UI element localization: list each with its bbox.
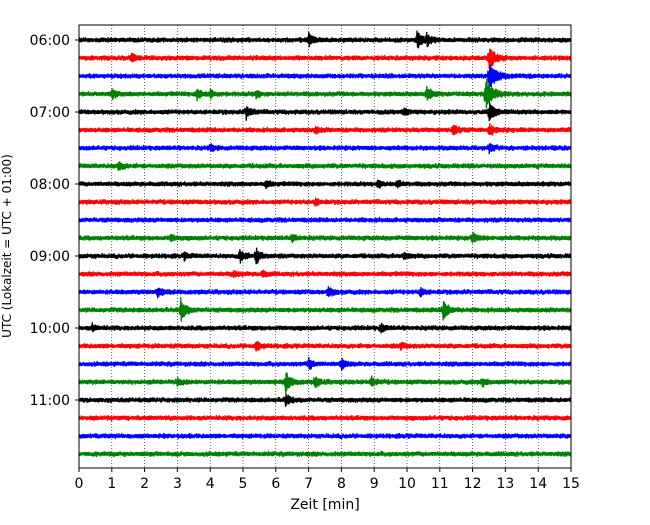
seismic-trace — [78, 247, 572, 265]
y-tick-label: 10:00 — [30, 321, 70, 337]
y-tick-label: 09:00 — [30, 249, 70, 265]
seismic-trace — [78, 393, 572, 407]
x-axis-label: Zeit [min] — [290, 497, 359, 513]
y-tick-label: 11:00 — [30, 393, 70, 409]
y-axis-label: UTC (Lokalzeit = UTC + 01:00) — [0, 154, 14, 338]
x-tick-label: 2 — [140, 476, 149, 492]
seismic-trace — [78, 433, 572, 439]
seismic-trace — [78, 179, 572, 189]
x-tick-label: 1 — [107, 476, 116, 492]
x-tick-label: 8 — [337, 476, 346, 492]
x-tick-label: 9 — [370, 476, 379, 492]
seismic-trace — [78, 64, 572, 89]
seismic-trace — [78, 197, 572, 207]
y-tick-label: 07:00 — [30, 105, 70, 121]
seismic-trace — [78, 30, 572, 49]
y-tick-label: 06:00 — [30, 33, 70, 49]
x-tick-label: 3 — [173, 476, 182, 492]
x-tick-label: 4 — [206, 476, 215, 492]
x-tick-label: 6 — [271, 476, 280, 492]
seismic-trace — [78, 340, 572, 352]
seismic-traces — [78, 30, 572, 457]
seismic-trace — [78, 143, 572, 155]
x-tick-label: 15 — [562, 476, 580, 492]
x-tick-label: 13 — [496, 476, 514, 492]
x-tick-label: 12 — [464, 476, 482, 492]
x-tick-label: 10 — [398, 476, 416, 492]
y-tick-label: 08:00 — [30, 177, 70, 193]
x-tick-label: 11 — [431, 476, 449, 492]
y-axis-ticks: 06:00 07:00 08:00 09:00 10:00 11:00 — [30, 33, 79, 409]
seismic-trace — [78, 78, 572, 109]
seismic-trace — [78, 269, 572, 279]
seismic-trace — [78, 231, 572, 244]
x-tick-label: 0 — [75, 476, 84, 492]
plot-frame — [78, 24, 572, 469]
seismic-trace — [78, 415, 572, 422]
seismic-trace — [78, 286, 572, 299]
x-tick-label: 14 — [529, 476, 547, 492]
x-tick-label: 7 — [304, 476, 313, 492]
seismic-trace — [78, 372, 572, 394]
x-axis-ticks: 0 1 2 3 4 5 6 7 8 9 10 11 12 13 14 15 — [75, 468, 580, 492]
seismic-trace — [78, 102, 572, 122]
grid-lines — [111, 25, 539, 468]
seismic-trace — [78, 450, 572, 457]
seismic-trace — [78, 297, 572, 322]
seismic-trace — [78, 161, 572, 172]
seismic-trace — [78, 216, 572, 223]
x-tick-label: 5 — [239, 476, 248, 492]
seismic-trace — [78, 48, 572, 71]
seismic-trace — [78, 322, 572, 334]
seismic-trace — [78, 123, 572, 136]
seismic-trace — [78, 356, 572, 372]
